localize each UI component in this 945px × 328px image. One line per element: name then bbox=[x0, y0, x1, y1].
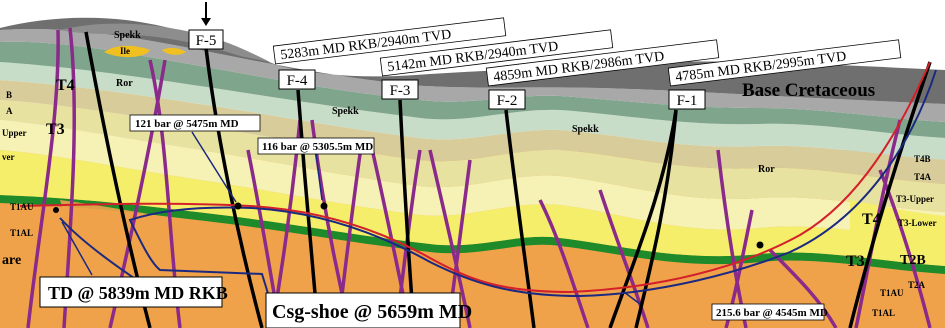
fault-label-f3: F-3 bbox=[381, 79, 419, 100]
svg-text:116 bar @ 5305.5m MD: 116 bar @ 5305.5m MD bbox=[262, 141, 373, 153]
layer-green-marker bbox=[0, 195, 945, 274]
label-spekk-right: Spekk bbox=[572, 124, 599, 135]
fault-label-f5: F-5 bbox=[188, 29, 224, 50]
pressure-label-1: 121 bar @ 5475m MD bbox=[129, 114, 261, 132]
label-t4a-right: T4A bbox=[914, 172, 932, 182]
label-t4-right: T4 bbox=[862, 211, 881, 228]
csg-shoe-label: Csg-shoe @ 5659m MD bbox=[265, 292, 472, 328]
pressure-label-2: 116 bar @ 5305.5m MD bbox=[257, 137, 375, 155]
label-edge-lower: ver bbox=[2, 152, 15, 162]
label-edge-upper: Upper bbox=[2, 128, 27, 138]
label-t4-left: T4 bbox=[56, 77, 75, 94]
label-t2b-right: T2B bbox=[900, 253, 926, 268]
base-cretaceous-label: Base Cretaceous bbox=[742, 80, 875, 101]
lens-ile bbox=[104, 45, 150, 58]
purple-fault-13 bbox=[598, 189, 650, 328]
svg-text:TD @ 5839m MD RKB: TD @ 5839m MD RKB bbox=[48, 283, 228, 303]
pressure-point-4 bbox=[53, 207, 59, 213]
well-path-blue-left bbox=[59, 217, 141, 283]
lens-small bbox=[162, 47, 186, 55]
layer-ror-pale bbox=[0, 62, 945, 160]
zone-orange-left bbox=[60, 200, 250, 262]
pressure-point-1 bbox=[234, 202, 242, 210]
layer-spekk bbox=[0, 28, 945, 122]
label-t3-upper-right: T3-Upper bbox=[896, 194, 934, 204]
label-t3-lower-right: T3-Lower bbox=[898, 218, 937, 228]
svg-text:F-2: F-2 bbox=[497, 93, 518, 109]
well-path-blue bbox=[128, 69, 937, 301]
layer-t3-upper bbox=[0, 100, 945, 212]
fault-label-f4: F-4 bbox=[278, 69, 316, 90]
pressure-label-3: 215.6 bar @ 4545m MD bbox=[711, 303, 828, 321]
pressure-leaders bbox=[61, 131, 641, 305]
label-edge-b: B bbox=[6, 90, 12, 100]
label-t1au-right: T1AU bbox=[880, 288, 904, 298]
fault-label-f1: F-1 bbox=[668, 89, 706, 110]
label-edge-a: A bbox=[6, 106, 13, 116]
layer-t4 bbox=[0, 80, 945, 184]
label-spekk-top: Spekk bbox=[114, 30, 141, 41]
label-edge-are: are bbox=[2, 253, 21, 268]
layer-ror bbox=[0, 41, 945, 138]
fault-line-f1 bbox=[608, 109, 678, 328]
label-ror-left: Ror bbox=[116, 78, 133, 89]
td-label: TD @ 5839m MD RKB bbox=[39, 276, 228, 308]
purple-fault-11 bbox=[428, 149, 472, 328]
label-ile: Ile bbox=[120, 46, 130, 56]
label-t1al-left: T1AL bbox=[10, 228, 33, 238]
layer-t2 bbox=[0, 150, 945, 266]
fault-line-right bbox=[848, 61, 932, 328]
svg-text:F-1: F-1 bbox=[677, 93, 698, 109]
label-t1au-left: T1AU bbox=[10, 202, 34, 212]
purple-fault-16 bbox=[768, 248, 838, 328]
label-t3-right: T3 bbox=[846, 253, 865, 270]
layer-overburden bbox=[0, 17, 945, 105]
pressure-point-2 bbox=[320, 202, 328, 210]
svg-text:215.6 bar @ 4545m MD: 215.6 bar @ 4545m MD bbox=[716, 307, 828, 319]
layer-dome-top bbox=[60, 23, 270, 62]
fault-line-f2 bbox=[504, 109, 536, 328]
svg-text:Csg-shoe @ 5659m MD: Csg-shoe @ 5659m MD bbox=[272, 301, 472, 323]
label-t1al-right: T1AL bbox=[872, 308, 895, 318]
well-path-red bbox=[19, 61, 931, 294]
leader-p1 bbox=[191, 131, 237, 203]
fault-label-f2: F-2 bbox=[488, 89, 526, 110]
leader-p3 bbox=[623, 291, 641, 305]
fault-line-f5 bbox=[204, 47, 264, 328]
leader-td bbox=[61, 221, 93, 276]
svg-text:F-4: F-4 bbox=[287, 73, 308, 89]
purple-fault-1 bbox=[26, 29, 60, 328]
f5-arrow-head bbox=[201, 18, 211, 26]
leader-p2 bbox=[315, 153, 323, 201]
label-spekk-mid: Spekk bbox=[332, 106, 359, 117]
svg-text:F-3: F-3 bbox=[390, 83, 411, 99]
label-t4b-right: T4B bbox=[914, 154, 931, 164]
label-t2a-right: T2A bbox=[908, 280, 926, 290]
svg-text:121 bar @ 5475m MD: 121 bar @ 5475m MD bbox=[135, 118, 239, 130]
purple-fault-17 bbox=[878, 169, 932, 328]
label-ror-right: Ror bbox=[758, 164, 775, 175]
purple-fault-19 bbox=[538, 199, 590, 328]
layer-t3-lower bbox=[0, 120, 945, 240]
svg-text:F-5: F-5 bbox=[196, 33, 217, 49]
pressure-point-3 bbox=[756, 241, 764, 249]
label-t3-left: T3 bbox=[46, 121, 65, 138]
fault-line-f1-split bbox=[634, 109, 678, 328]
